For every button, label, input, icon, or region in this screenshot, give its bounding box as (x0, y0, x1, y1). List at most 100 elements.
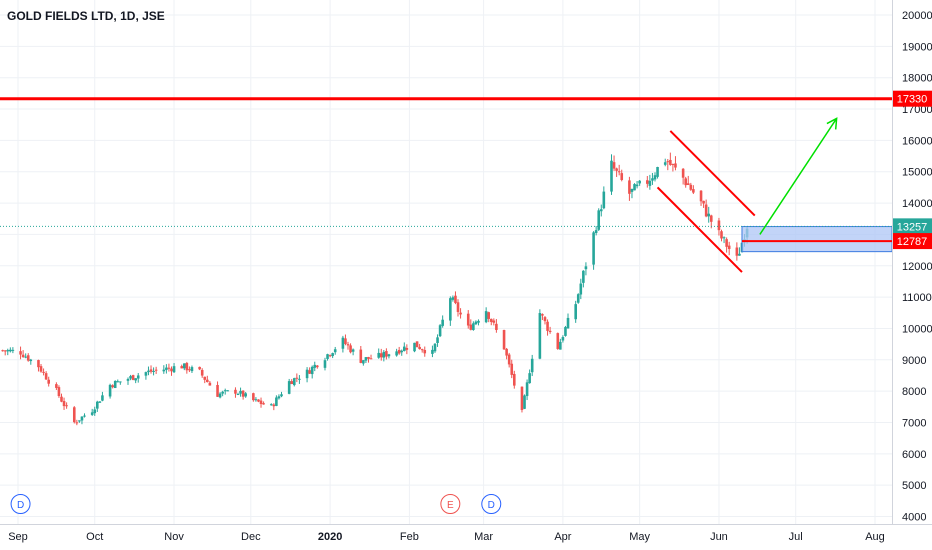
candle-body (689, 184, 693, 190)
candle-body (19, 351, 22, 355)
candle-body (566, 317, 570, 329)
candle-body (9, 349, 12, 352)
candle-body (620, 173, 624, 180)
price-label-bg (893, 218, 932, 235)
dividend-marker (481, 494, 502, 514)
candle-body (136, 375, 140, 379)
candle-body (602, 191, 606, 209)
candle-body (377, 352, 381, 358)
candle-body (367, 356, 370, 359)
candle-body (656, 167, 659, 177)
y-tick-label: 8000 (902, 386, 926, 398)
candle-body (129, 376, 132, 379)
candle-body (333, 349, 337, 353)
x-tick-label: Jul (789, 531, 803, 543)
candle-body (597, 210, 601, 230)
candle-body (349, 345, 352, 353)
candle-body (328, 355, 332, 357)
candle-body (182, 363, 186, 369)
channel-lower-line (656, 186, 743, 273)
candle-body (101, 395, 104, 401)
candle-body (610, 160, 613, 192)
candle-body (686, 183, 690, 185)
candle-body (359, 349, 363, 363)
candle-body (298, 378, 301, 380)
candle-body (674, 163, 677, 168)
candle-body (55, 384, 58, 388)
price-label-bg (893, 90, 932, 107)
candle-body (651, 178, 654, 181)
y-tick-label: 6000 (902, 449, 926, 461)
candle-body (520, 386, 524, 410)
candle-body (277, 396, 281, 399)
candle-body (397, 349, 401, 354)
candle-body (400, 350, 404, 353)
candle-body (96, 401, 99, 409)
candle-body (44, 373, 48, 380)
dividend-marker-label: D (488, 500, 495, 511)
candle-body (510, 363, 514, 375)
candle-body (290, 381, 294, 385)
candle-body (523, 395, 526, 409)
candle-body (530, 358, 534, 373)
candle-body (699, 190, 703, 202)
candle-body (576, 294, 580, 303)
candle-body (505, 348, 508, 356)
candle-body (382, 351, 386, 358)
candle-body (152, 370, 155, 372)
candle-body (11, 349, 15, 351)
candle-body (116, 381, 120, 383)
candle-body (144, 372, 148, 376)
candle-body (364, 357, 368, 361)
candle-body (385, 351, 388, 357)
candle-body (612, 162, 616, 169)
candle-body (29, 359, 33, 362)
channel-upper-line (669, 130, 756, 217)
candle-body (241, 390, 245, 397)
y-tick-label: 9000 (902, 355, 926, 367)
candle-body (525, 382, 529, 397)
candle-body (487, 312, 491, 319)
candle-body (469, 324, 473, 330)
candle-body (615, 168, 618, 171)
candle-body (308, 370, 311, 374)
candle-body (449, 298, 452, 321)
y-tick-label: 14000 (902, 198, 932, 210)
candle-body (574, 304, 577, 320)
candle-body (259, 400, 263, 405)
candle-body (543, 317, 547, 322)
x-tick-label: Apr (554, 531, 571, 543)
candle-body (387, 354, 391, 357)
candle-body (226, 390, 230, 392)
candle-body (316, 365, 319, 368)
candle-body (60, 396, 63, 402)
candle-body (512, 373, 516, 386)
candle-body (234, 389, 237, 394)
candle-body (72, 407, 76, 423)
candle-body (379, 353, 383, 358)
y-tick-label: 15000 (902, 167, 932, 179)
y-tick-label: 5000 (902, 480, 926, 492)
candle-body (671, 164, 675, 166)
candle-body (582, 270, 585, 283)
symbol-title: GOLD FIELDS LTD, 1D, JSE (7, 9, 165, 23)
candle-body (456, 302, 460, 312)
candle-body (681, 168, 685, 178)
candle-body (628, 180, 631, 194)
candle-body (313, 364, 317, 368)
candle-body (272, 404, 276, 407)
candle-body (244, 393, 247, 397)
candle-body (704, 204, 708, 217)
candle-body (666, 161, 670, 163)
candle-body (684, 178, 687, 186)
price-label: 12787 (897, 236, 928, 248)
candle-body (362, 360, 365, 364)
y-tick-label: 11000 (902, 292, 932, 304)
candle-body (528, 373, 531, 384)
candle-body (474, 321, 478, 325)
candle-body (707, 213, 711, 217)
grid (0, 0, 892, 524)
